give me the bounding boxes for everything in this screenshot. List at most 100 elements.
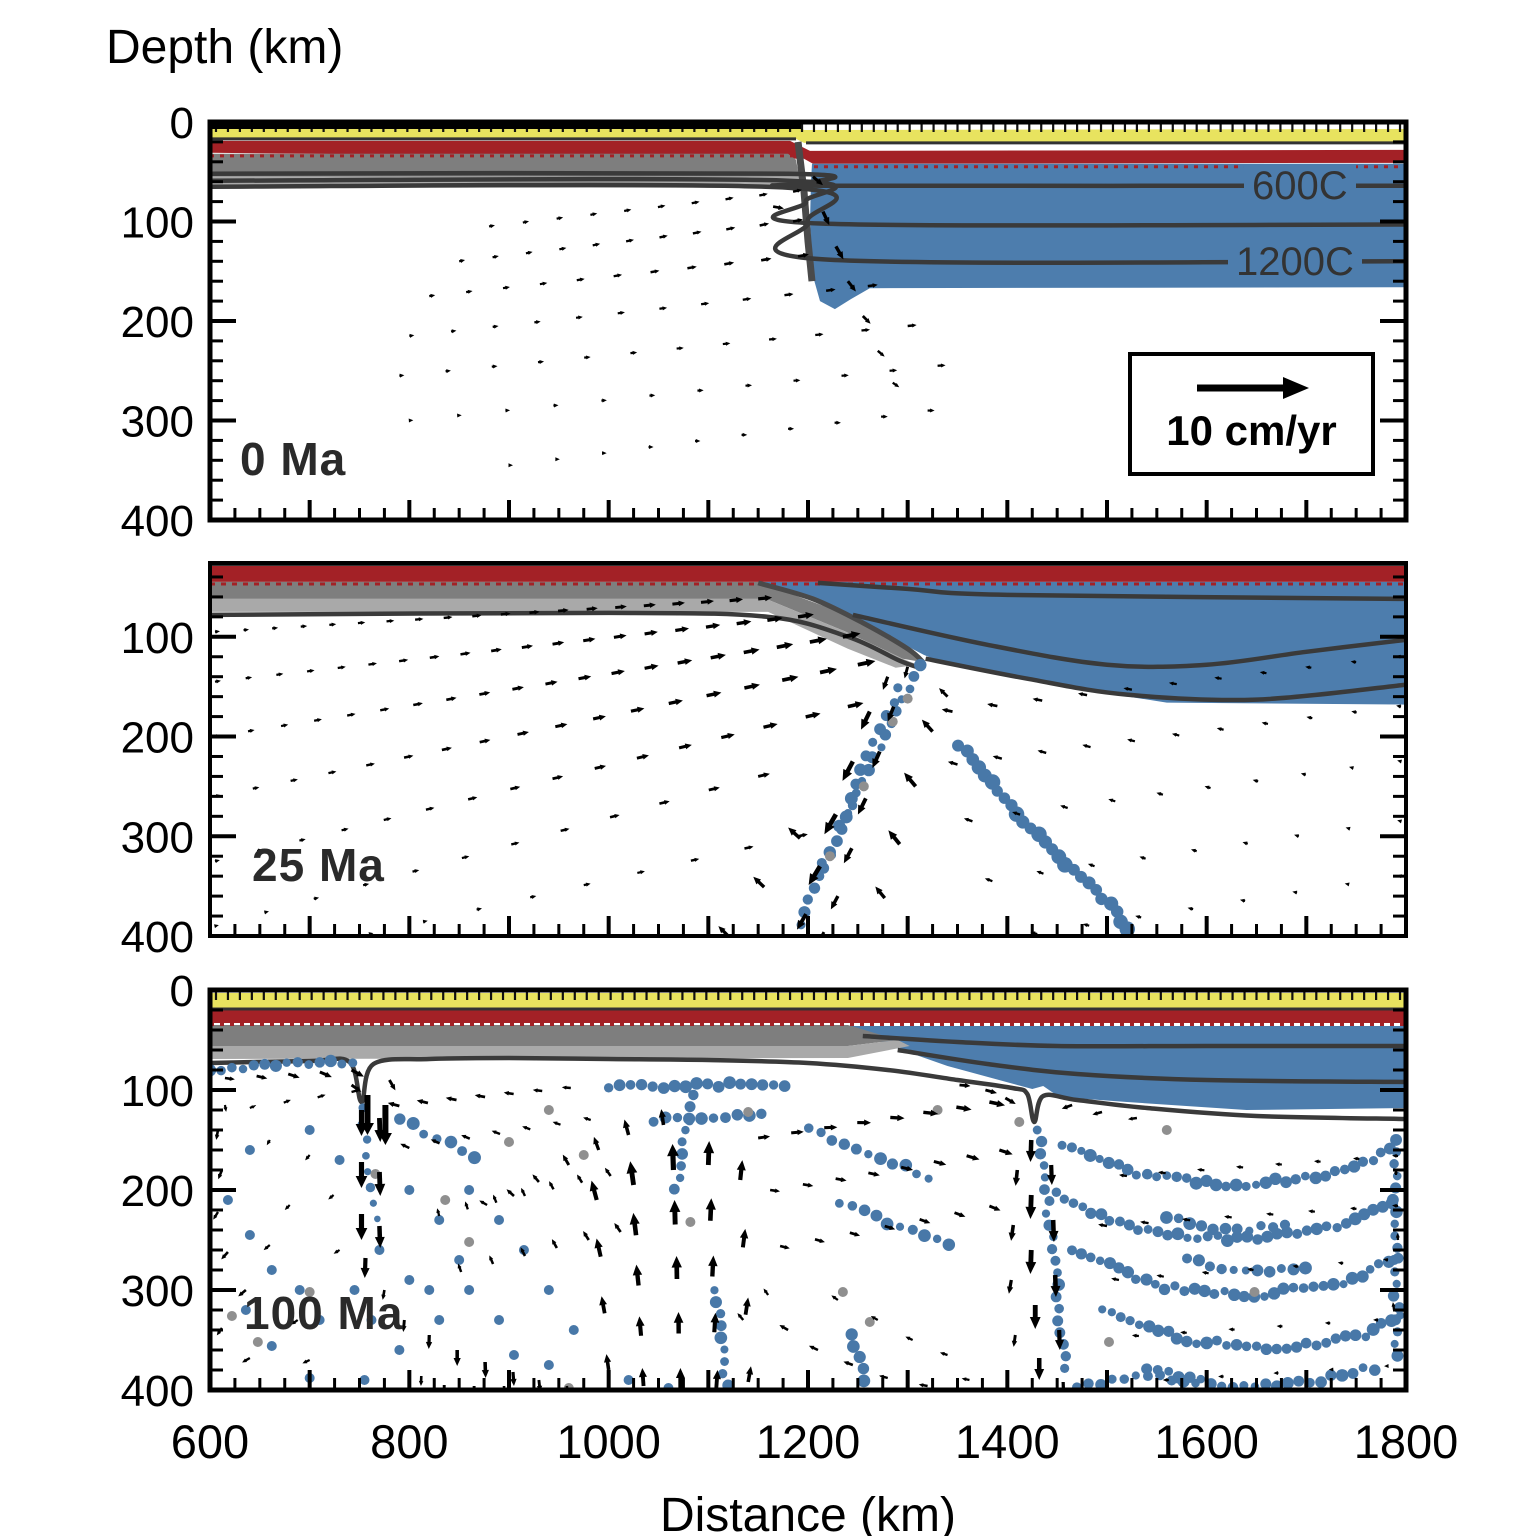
- y-tick-label: 300: [121, 813, 194, 862]
- tracer-dot: [1134, 1320, 1144, 1330]
- tracer-dot: [1204, 1261, 1215, 1272]
- tracer-dot: [850, 1143, 862, 1155]
- tracer-dot: [778, 1080, 791, 1092]
- tracer-dot: [1267, 1222, 1279, 1233]
- tracer-dot: [1220, 1287, 1229, 1296]
- tracer-dot: [434, 1215, 445, 1225]
- tracer-dot: [676, 1161, 686, 1171]
- tracer-dot: [1160, 1211, 1173, 1224]
- tracer-dot: [868, 737, 878, 747]
- stroke-slab-interface: [757, 580, 926, 665]
- tracer-dot: [1332, 1222, 1342, 1233]
- tracer-dot: [1211, 1335, 1222, 1346]
- tracer-dot: [1083, 1148, 1097, 1162]
- tracer-dot: [366, 1315, 377, 1325]
- tracer-dot: [324, 1054, 337, 1068]
- tracer-dot: [668, 1183, 680, 1195]
- isotherm-contour-2-1: [862, 1033, 1406, 1049]
- tracer-dot: [334, 1155, 345, 1165]
- tracer-dot: [1347, 1367, 1359, 1379]
- y-tick-label: 400: [121, 497, 194, 546]
- isotherm-contour-0-2: [210, 182, 1406, 266]
- tracer-dot: [677, 1137, 687, 1147]
- tracer-dot: [1188, 1282, 1201, 1295]
- tracer-dot: [1357, 1156, 1369, 1167]
- tracer-dot: [1060, 1363, 1070, 1373]
- tracer-dot: [419, 1129, 429, 1139]
- tracer-dot: [1390, 1314, 1401, 1326]
- tracer-dot: [710, 1286, 719, 1295]
- tracer-dot: [1222, 1340, 1231, 1350]
- tracer-dot: [1170, 1332, 1183, 1345]
- tracer-dot: [1183, 1233, 1192, 1242]
- tracer-dot: [838, 1138, 850, 1150]
- tracer-dot: [1200, 1174, 1213, 1188]
- tracer-dot: [1152, 1324, 1165, 1337]
- tracer-dot: [1032, 1125, 1042, 1135]
- tracer-dot: [504, 1137, 514, 1147]
- tracer-dot: [850, 778, 862, 790]
- tracer-dot: [269, 1059, 282, 1072]
- tracer-dot: [714, 1331, 728, 1345]
- tracer-dot: [1347, 1160, 1361, 1173]
- tracer-dot: [756, 1079, 769, 1091]
- tracer-dot: [912, 1169, 921, 1179]
- tracer-dot: [337, 1059, 347, 1069]
- tracer-dot: [1340, 1218, 1352, 1229]
- tracer-dot: [1245, 1226, 1254, 1235]
- tracer-dot: [1195, 1220, 1208, 1232]
- tracer-dot: [1158, 1283, 1171, 1296]
- tracer-dot: [1300, 1171, 1310, 1181]
- tracer-dot: [932, 1234, 942, 1244]
- tracer-dot: [908, 670, 920, 682]
- y-tick-label: 0: [170, 99, 194, 148]
- tracer-dot: [1311, 1340, 1322, 1351]
- tracer-dot: [1393, 1302, 1405, 1314]
- tracer-dot: [1179, 1286, 1190, 1297]
- tracer-dot: [1150, 1279, 1160, 1289]
- tracer-dot: [359, 1375, 370, 1385]
- isotherm-contour-0-0: [210, 170, 1406, 189]
- tracer-dot: [1375, 1147, 1386, 1158]
- tracer-dot: [394, 1113, 406, 1125]
- tracer-dot: [1280, 1176, 1292, 1189]
- tracer-dot: [1252, 1234, 1263, 1245]
- tracer-dot: [1050, 1255, 1061, 1266]
- tracer-dot: [1059, 1194, 1069, 1204]
- layer-yellow-crust: [210, 125, 1406, 143]
- tracer-dot: [635, 1078, 648, 1091]
- tracer-dot: [1143, 1371, 1153, 1382]
- tracer-dot: [1367, 1203, 1380, 1216]
- tracer-dot: [843, 809, 853, 818]
- isotherm-contour-0-1: [210, 176, 1406, 228]
- tracer-dot: [1050, 1291, 1062, 1303]
- tracer-dot: [1369, 1364, 1381, 1376]
- tracer-dot: [877, 743, 886, 752]
- tracer-dot: [1166, 1375, 1177, 1386]
- tracer-dot: [1191, 1378, 1200, 1388]
- tracer-dot: [1075, 1248, 1087, 1260]
- tracer-dot: [1177, 1375, 1190, 1388]
- tracer-dot: [244, 1145, 255, 1155]
- tracer-dot: [1114, 1216, 1125, 1227]
- tracer-dot: [1044, 1195, 1055, 1207]
- tracer-dot: [942, 1238, 956, 1251]
- tracer-dot: [454, 1255, 465, 1265]
- tracer-dot: [494, 1215, 505, 1225]
- tracer-dot: [833, 819, 846, 832]
- layer-red-layer: [210, 566, 1406, 582]
- panel-time-label-100ma: 100 Ma: [244, 1287, 404, 1339]
- tracer-dot: [1219, 1222, 1232, 1235]
- tracer-dot: [1052, 1315, 1064, 1327]
- tracer-dot: [1057, 1140, 1067, 1150]
- tracer-dot: [244, 1230, 255, 1240]
- tracer-dot: [314, 1057, 326, 1068]
- tracer-dot: [1325, 1369, 1337, 1381]
- tracer-dot: [688, 1089, 699, 1101]
- tracer-dot: [406, 1116, 420, 1130]
- layer-blue-plate: [758, 581, 1406, 705]
- tracer-dot: [1330, 1333, 1341, 1344]
- isotherm-contour-1-1: [817, 580, 1406, 602]
- tracer-dot: [1143, 1224, 1153, 1234]
- tracer-dot: [874, 1152, 887, 1166]
